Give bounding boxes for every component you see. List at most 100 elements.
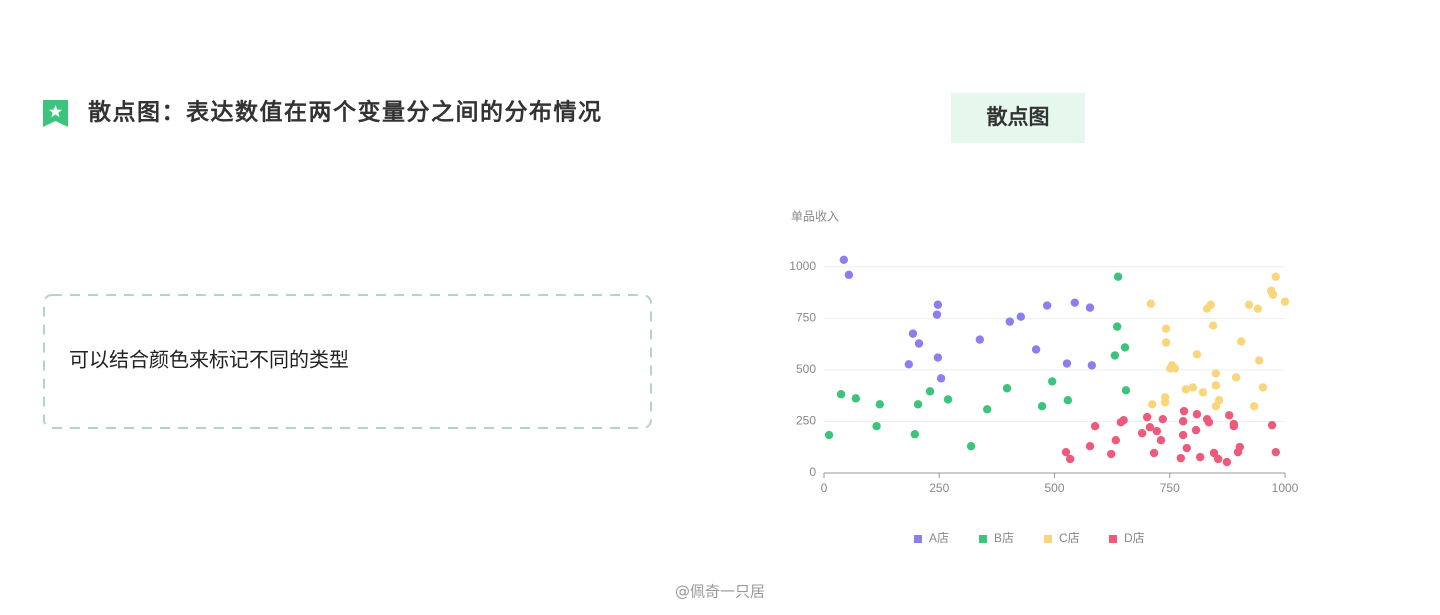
point (1158, 414, 1168, 424)
point (975, 335, 985, 344)
legend-label: B店 (994, 531, 1014, 545)
point (1085, 441, 1095, 451)
point (1235, 442, 1245, 452)
legend-swatch (979, 535, 987, 543)
x-tick-label: 0 (821, 481, 828, 495)
point (1063, 396, 1073, 405)
point (1188, 383, 1198, 392)
point (1244, 300, 1254, 309)
point (875, 400, 884, 409)
point (1249, 401, 1259, 411)
y-axis-label: 单品收入 (791, 210, 839, 224)
point (1191, 425, 1201, 435)
star-icon (49, 105, 62, 118)
point (966, 441, 976, 451)
point (1170, 364, 1180, 373)
point (1271, 272, 1280, 281)
point (1121, 386, 1131, 395)
point (1161, 338, 1171, 347)
x-tick-label: 750 (1160, 481, 1180, 495)
point (925, 387, 935, 396)
point (1182, 443, 1192, 453)
point (1222, 457, 1232, 467)
point (824, 430, 834, 440)
point (1229, 421, 1239, 431)
point (1113, 272, 1123, 281)
point (1090, 421, 1100, 431)
point (936, 374, 946, 383)
legend-swatch (1044, 535, 1052, 543)
point (1160, 398, 1170, 407)
point (1225, 411, 1234, 420)
point (1192, 410, 1202, 419)
y-tick-label: 500 (796, 362, 816, 376)
point (836, 390, 846, 399)
point (1267, 420, 1277, 430)
point (1181, 385, 1191, 394)
point (1005, 317, 1014, 326)
point (1085, 303, 1095, 312)
y-tick-label: 0 (809, 465, 816, 479)
point (1149, 448, 1159, 458)
page-title: 散点图：表达数值在两个变量分之间的分布情况 (88, 99, 603, 126)
legend-swatch (1109, 535, 1117, 543)
point (914, 339, 924, 348)
legend-label: D店 (1124, 531, 1145, 545)
point (1070, 298, 1079, 307)
point (1271, 447, 1280, 457)
point (1137, 429, 1147, 438)
point (1107, 449, 1116, 459)
point (1211, 401, 1221, 411)
point (1047, 377, 1057, 386)
point (1148, 400, 1157, 409)
point (1002, 384, 1012, 393)
point (1031, 345, 1041, 354)
point (1065, 454, 1075, 464)
point (1142, 412, 1152, 422)
point (982, 405, 992, 414)
point (910, 430, 920, 439)
point (1152, 426, 1162, 436)
point (1206, 300, 1215, 309)
point (1231, 373, 1241, 382)
point (1119, 416, 1128, 425)
footer: @佩奇一只居 (675, 583, 765, 601)
point (1112, 322, 1122, 331)
point (1237, 337, 1246, 346)
point (1179, 406, 1189, 416)
point (904, 360, 914, 369)
point (1254, 356, 1264, 365)
y-tick-label: 250 (796, 414, 816, 428)
point (1178, 417, 1188, 426)
point (1280, 297, 1290, 306)
point (1037, 401, 1047, 411)
point (839, 255, 849, 264)
point (1087, 361, 1097, 370)
point (851, 394, 861, 403)
x-tick-label: 500 (1044, 481, 1064, 495)
point (1146, 299, 1156, 308)
y-tick-label: 750 (796, 311, 816, 325)
point (1258, 383, 1268, 392)
y-tick-label: 1000 (789, 259, 816, 273)
point (1253, 304, 1263, 313)
point (1120, 343, 1130, 352)
point (1016, 312, 1026, 321)
legend-label: C店 (1059, 531, 1080, 545)
point (844, 270, 854, 280)
point (908, 329, 918, 338)
legend-label: A店 (929, 531, 949, 545)
tab-label: 散点图 (987, 105, 1050, 129)
point (1156, 436, 1166, 445)
point (1111, 436, 1121, 445)
point (1209, 448, 1219, 458)
point (1062, 359, 1072, 368)
point (1268, 290, 1278, 299)
point (1176, 453, 1186, 463)
point (932, 310, 942, 319)
point (1110, 351, 1120, 360)
legend-swatch (914, 535, 922, 543)
point (913, 400, 923, 409)
